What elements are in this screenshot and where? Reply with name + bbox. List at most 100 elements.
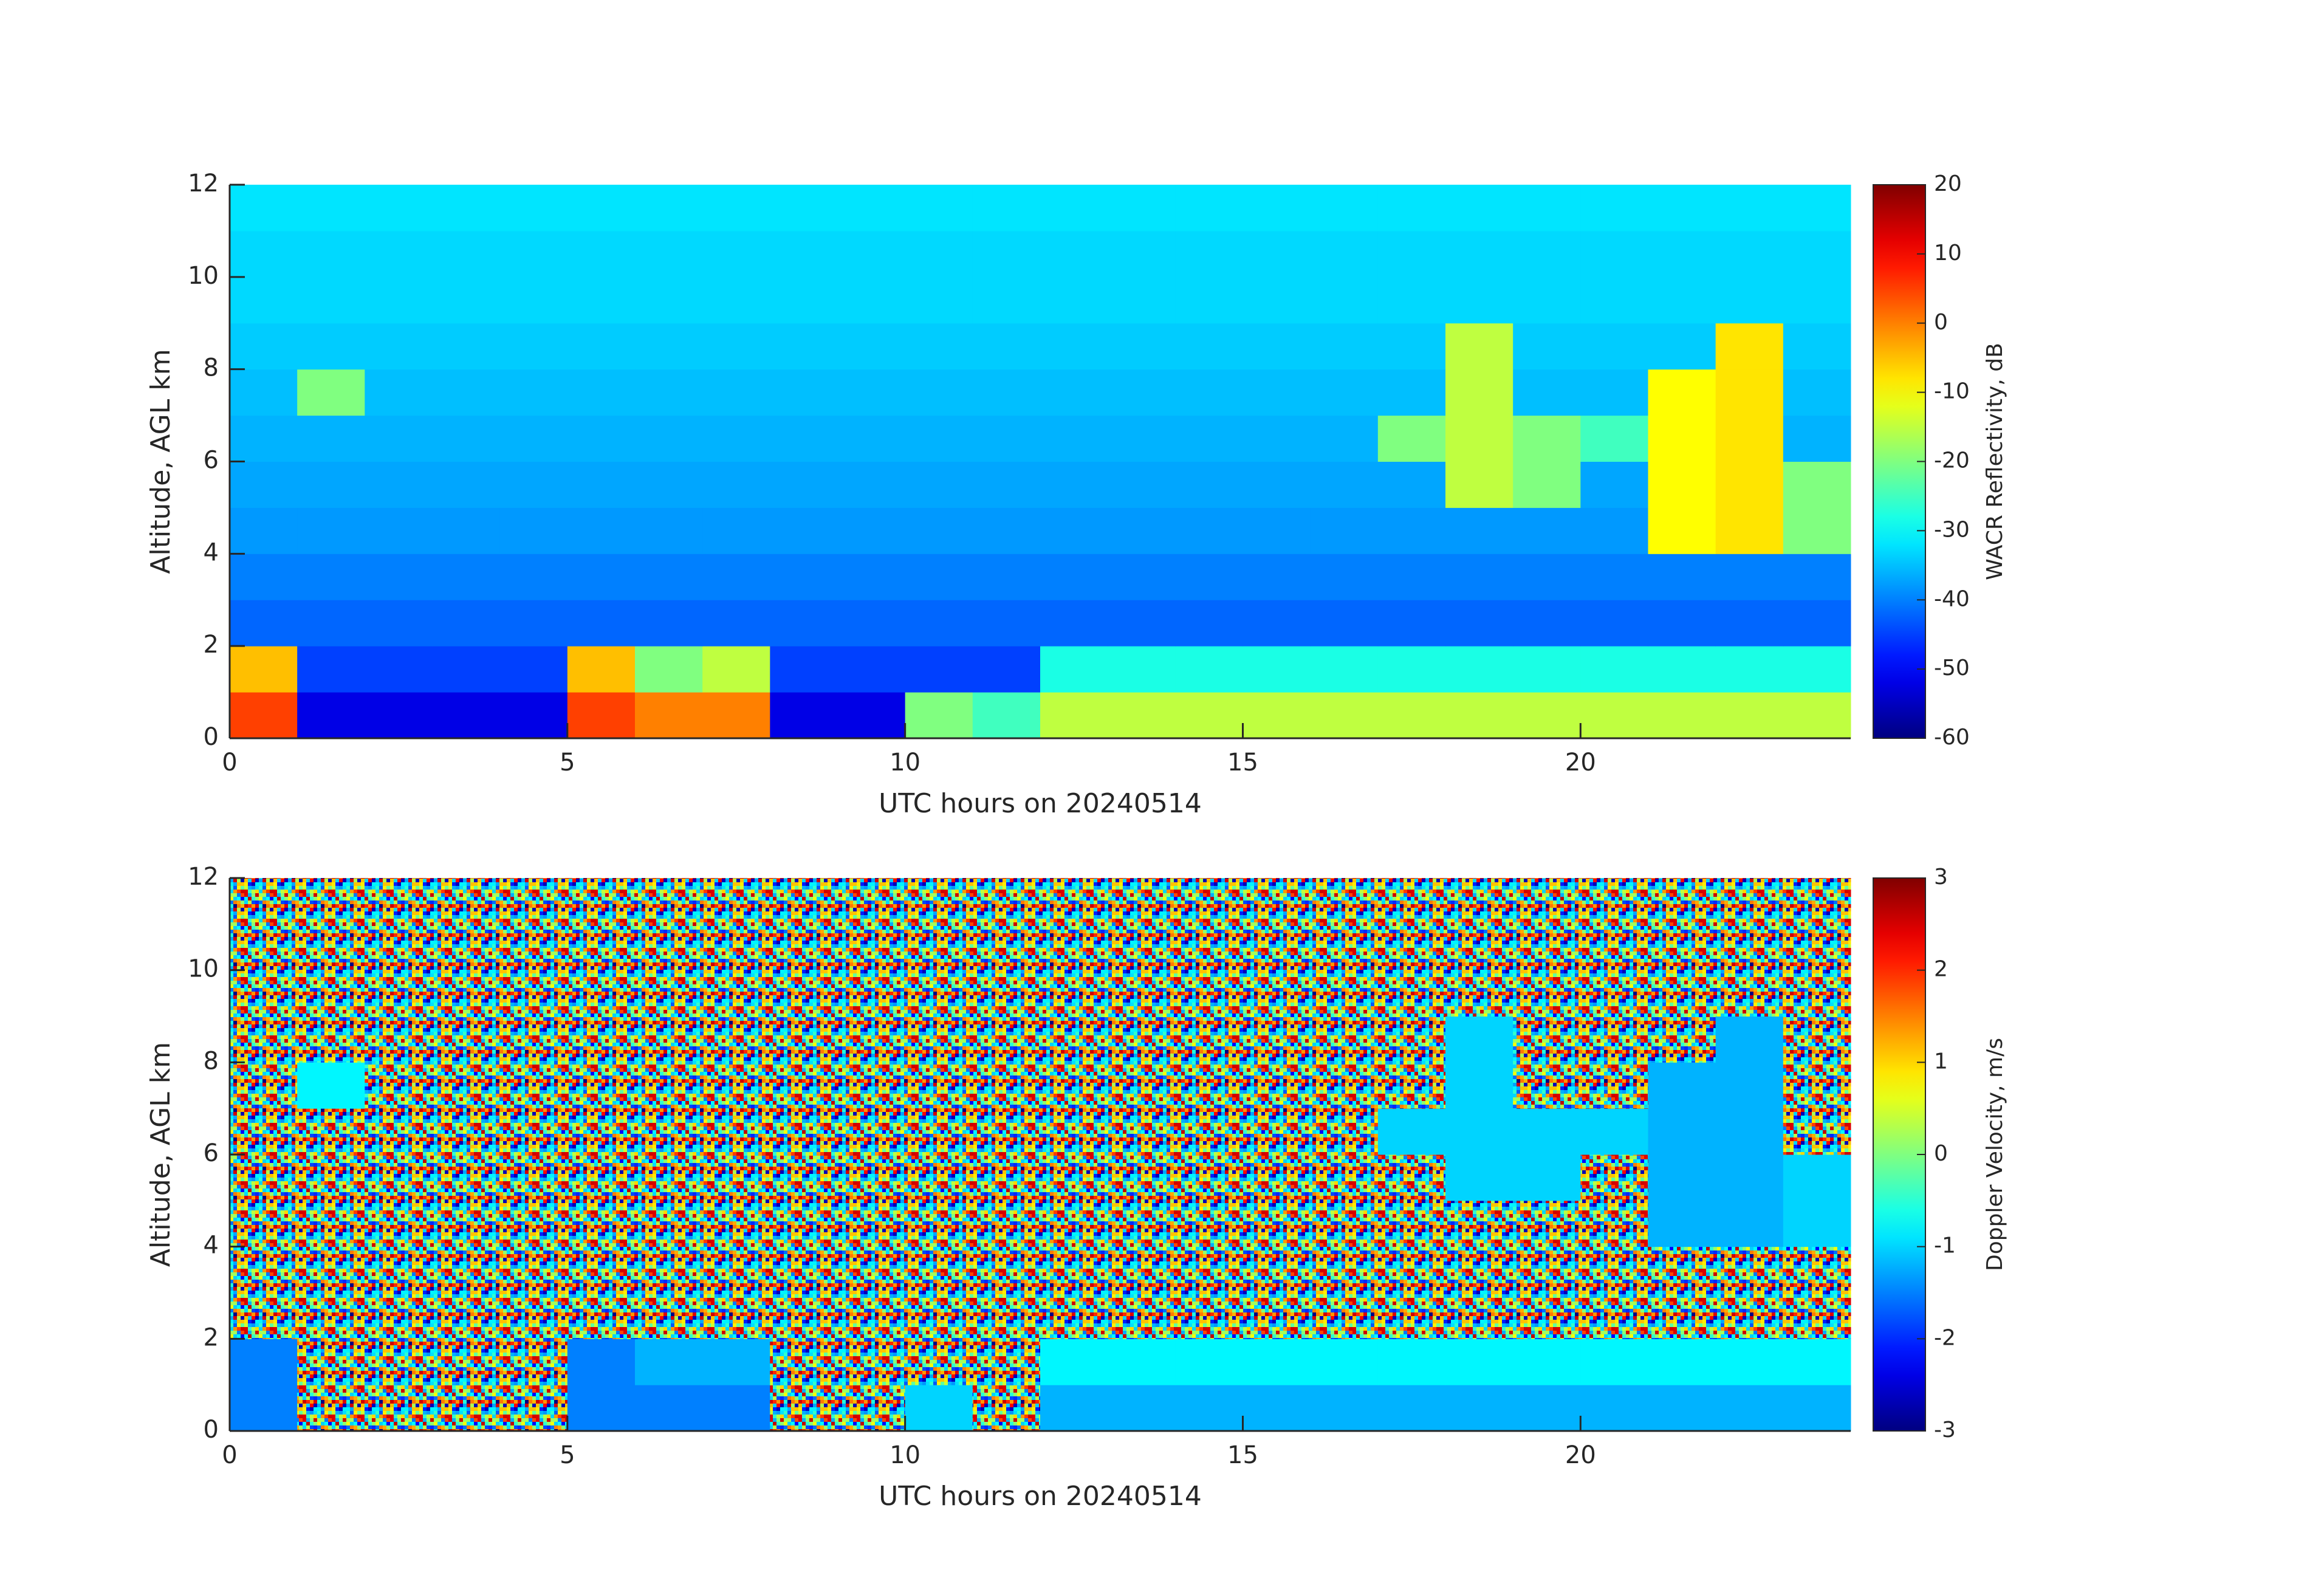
heat-cell [1175, 600, 1243, 647]
heat-cell [432, 646, 501, 693]
heat-cell [1108, 1292, 1176, 1339]
heat-cell [567, 1016, 636, 1063]
heat-cell [702, 1154, 770, 1201]
heat-cell [1648, 1385, 1716, 1432]
heat-cell [702, 1292, 770, 1339]
heat-cell [1445, 554, 1513, 600]
heat-cell [1445, 1062, 1513, 1109]
heat-cell [837, 1200, 906, 1247]
heat-cell [365, 1200, 433, 1247]
heat-cell [230, 1339, 298, 1385]
heat-cell [1243, 1246, 1311, 1293]
heat-cell [1310, 185, 1379, 232]
heat-cell [702, 1062, 770, 1109]
heat-cell [1445, 276, 1513, 324]
heat-cell [1580, 507, 1648, 554]
heat-cell [972, 1292, 1041, 1339]
heat-cell [905, 1016, 973, 1063]
x-tick-label: 0 [222, 749, 237, 777]
y-tick-label: 0 [204, 1416, 219, 1444]
heat-cell [499, 185, 568, 232]
heat-cell [365, 692, 433, 739]
heat-cell [635, 1062, 703, 1109]
heat-cell [1108, 924, 1176, 971]
heat-cell [230, 646, 298, 693]
heat-cell [635, 1292, 703, 1339]
heat-cell [1513, 692, 1581, 739]
heat-cell [499, 1016, 568, 1063]
heat-cell [1445, 369, 1513, 416]
heat-cell [1108, 692, 1176, 739]
heat-cell [1040, 1154, 1108, 1201]
heat-cell [1243, 878, 1311, 925]
heat-cell [702, 1108, 770, 1155]
colorbar-tick-label: 0 [1934, 1141, 1948, 1166]
heat-cell [1310, 369, 1379, 416]
heat-cell [702, 878, 770, 925]
y-tick-label: 0 [204, 723, 219, 751]
heat-cell [635, 878, 703, 925]
heat-cell [1580, 646, 1648, 693]
heat-cell [1445, 1246, 1513, 1293]
heat-cell [567, 600, 636, 647]
heat-cell [1175, 970, 1243, 1017]
heat-cell [1040, 924, 1108, 971]
colorbar-tick-label: -60 [1934, 725, 1970, 750]
heat-cell [432, 600, 501, 647]
heat-cell [1377, 1292, 1446, 1339]
heat-cell [1580, 970, 1648, 1017]
heat-cell [1783, 924, 1851, 971]
heat-cell [1310, 461, 1379, 508]
heat-cell [567, 1246, 636, 1293]
heat-cell [702, 1200, 770, 1247]
heat-cell [567, 369, 636, 416]
heat-cell [432, 692, 501, 739]
heat-cell [972, 1062, 1041, 1109]
heat-cell [1108, 600, 1176, 647]
heat-cell [499, 1292, 568, 1339]
heat-cell [702, 692, 770, 739]
heat-cell [567, 461, 636, 508]
colorbar-tick-label: 3 [1934, 865, 1948, 890]
heat-cell [230, 1062, 298, 1109]
heat-cell [365, 369, 433, 416]
heat-cell [972, 461, 1041, 508]
heat-cell [1445, 1339, 1513, 1385]
heat-cell [1513, 554, 1581, 600]
heat-cell [1377, 692, 1446, 739]
heat-cell [567, 970, 636, 1017]
heat-cell [837, 230, 906, 278]
heat-cell [1580, 1246, 1648, 1293]
heat-cell [635, 646, 703, 693]
heat-cell [1513, 1154, 1581, 1201]
heat-cell [1040, 1016, 1108, 1063]
heat-cell [1310, 276, 1379, 324]
heat-cell [1377, 554, 1446, 600]
heat-cell [1175, 924, 1243, 971]
heat-cell [1783, 692, 1851, 739]
heat-cell [837, 600, 906, 647]
heat-cell [1310, 1339, 1379, 1385]
heat-cell [1513, 878, 1581, 925]
heat-cell [1175, 1339, 1243, 1385]
y-tick-label: 10 [188, 262, 219, 290]
heat-cell [1783, 1200, 1851, 1247]
heat-cell [1715, 230, 1784, 278]
heat-cell [1108, 1154, 1176, 1201]
heat-cell [1783, 1246, 1851, 1293]
colorbar-tick-label: -40 [1934, 586, 1970, 611]
heat-cell [972, 1154, 1041, 1201]
heat-cell [837, 185, 906, 232]
heat-cell [702, 415, 770, 462]
heat-cell [905, 600, 973, 647]
heat-cell [567, 1062, 636, 1109]
heat-cell [972, 554, 1041, 600]
colorbar-tick-label: -2 [1934, 1325, 1956, 1350]
heat-cell [499, 461, 568, 508]
heat-cell [905, 185, 973, 232]
heat-cell [635, 1154, 703, 1201]
heat-cell [905, 970, 973, 1017]
heat-cell [1715, 1200, 1784, 1247]
heat-cell [1377, 878, 1446, 925]
heat-cell [702, 1385, 770, 1432]
